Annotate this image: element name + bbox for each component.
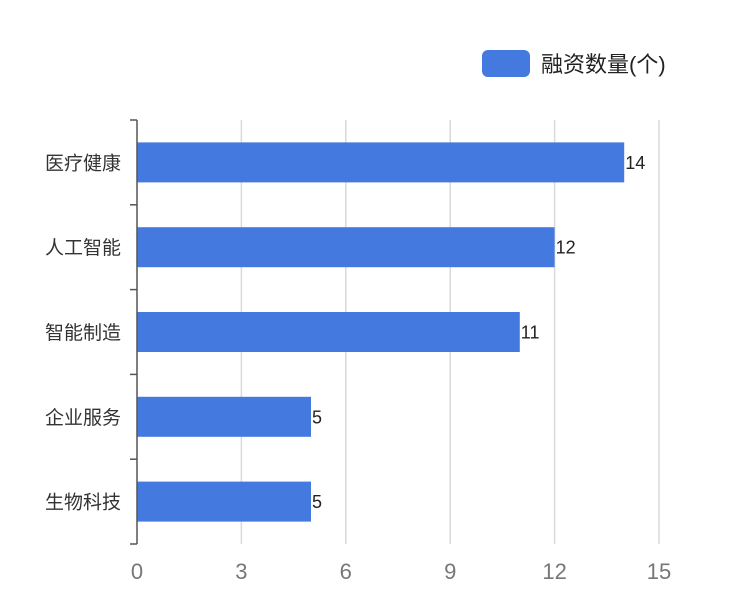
y-category-label: 人工智能 bbox=[45, 237, 121, 259]
x-tick-label: 9 bbox=[444, 559, 456, 584]
bar-value-label: 5 bbox=[312, 407, 322, 427]
x-tick-label: 0 bbox=[131, 559, 143, 584]
legend-swatch bbox=[482, 50, 530, 77]
legend-label: 融资数量(个) bbox=[541, 52, 666, 77]
y-category-label: 企业服务 bbox=[45, 407, 121, 429]
y-category-label: 医疗健康 bbox=[45, 152, 121, 174]
bar bbox=[137, 227, 555, 268]
bar-value-label: 11 bbox=[521, 323, 540, 343]
bars bbox=[137, 142, 625, 522]
bar bbox=[137, 312, 520, 352]
legend: 融资数量(个) bbox=[482, 50, 666, 77]
y-category-label: 生物科技 bbox=[45, 492, 121, 514]
x-tick-label: 12 bbox=[542, 559, 566, 584]
bar-value-label: 14 bbox=[625, 153, 645, 173]
y-category-label: 智能制造 bbox=[45, 322, 121, 344]
x-tick-label: 15 bbox=[647, 559, 671, 584]
data-labels: 14 12 11 5 5 bbox=[312, 153, 645, 512]
bar-value-label: 12 bbox=[556, 238, 576, 258]
bar bbox=[137, 142, 625, 183]
x-tick-label: 6 bbox=[340, 559, 352, 584]
bar bbox=[137, 396, 311, 437]
bar bbox=[137, 481, 311, 522]
bar-value-label: 5 bbox=[312, 492, 322, 512]
x-tick-label: 3 bbox=[235, 559, 247, 584]
